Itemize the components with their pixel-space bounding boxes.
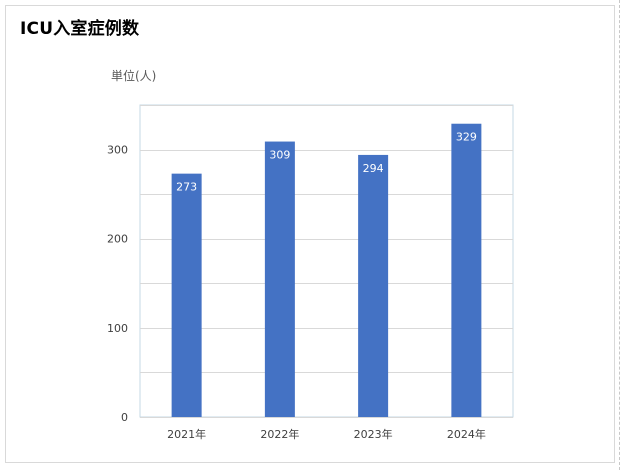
data-label: 309 <box>269 149 290 162</box>
y-tick-label: 100 <box>107 322 128 335</box>
y-tick-label: 200 <box>107 233 128 246</box>
x-tick-label: 2024年 <box>447 427 486 441</box>
x-tick-label: 2022年 <box>260 427 299 441</box>
y-tick-label: 0 <box>121 411 128 424</box>
data-label: 294 <box>363 162 384 175</box>
chart-title: ICU入室症例数 <box>20 19 140 39</box>
x-tick-label: 2023年 <box>354 427 393 441</box>
y-tick-label: 300 <box>107 144 128 157</box>
bar-2022年 <box>264 141 295 417</box>
bar-2021年 <box>171 173 202 417</box>
bar-2023年 <box>358 154 389 418</box>
x-tick-label: 2021年 <box>167 427 206 441</box>
bar-2024年 <box>451 123 482 417</box>
y-axis-unit-label: 単位(人) <box>111 69 157 83</box>
data-label: 329 <box>456 131 477 144</box>
data-label: 273 <box>176 181 197 194</box>
